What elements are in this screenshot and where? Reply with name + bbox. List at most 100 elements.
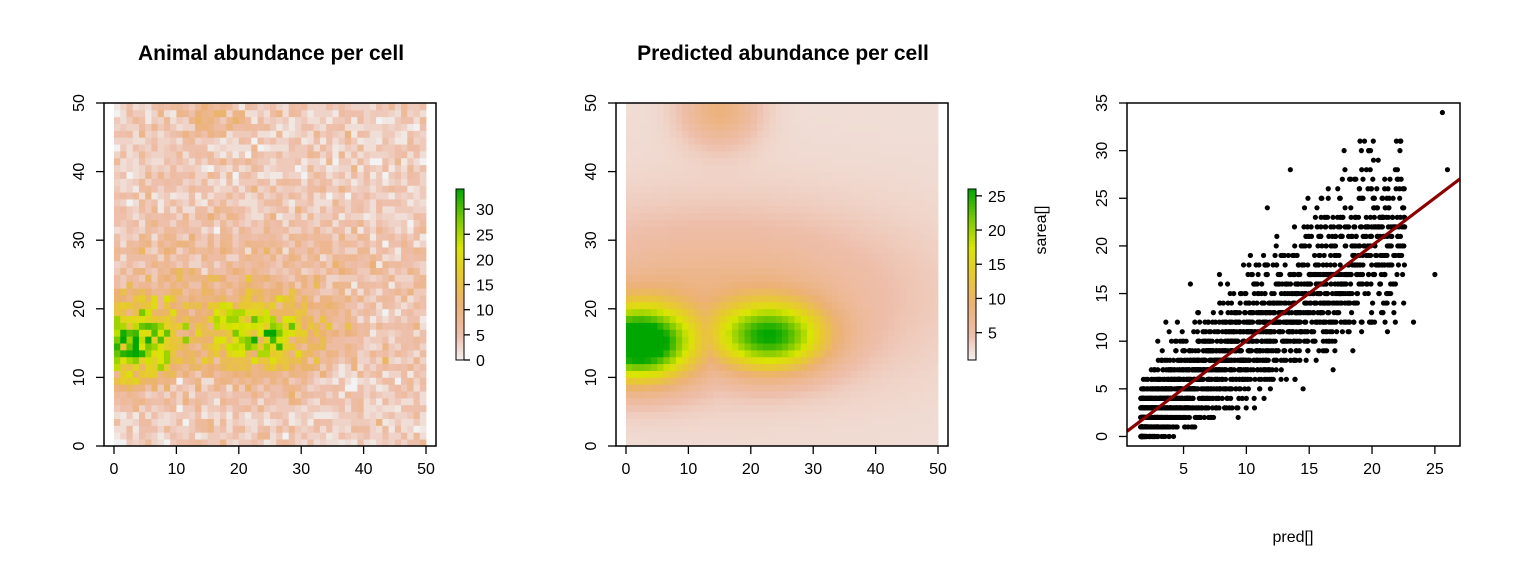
heatmap-cell xyxy=(888,301,895,310)
heatmap-cell xyxy=(794,308,802,317)
heatmap-cell xyxy=(413,343,421,351)
heatmap-cell xyxy=(838,212,845,221)
heatmap-cell xyxy=(900,226,908,234)
heatmap-cell xyxy=(763,349,770,358)
heatmap-cell xyxy=(163,178,171,186)
heatmap-cell xyxy=(363,226,371,234)
heatmap-cell xyxy=(282,157,290,166)
heatmap-cell xyxy=(725,411,733,419)
heatmap-cell xyxy=(251,226,258,234)
heatmap-cell xyxy=(188,219,196,227)
heatmap-cell xyxy=(632,295,639,303)
heatmap-cell xyxy=(313,301,321,310)
heatmap-cell xyxy=(245,432,252,440)
heatmap-cell xyxy=(113,418,121,426)
heatmap-cell xyxy=(913,343,920,351)
heatmap-cell xyxy=(351,137,358,145)
heatmap-cell xyxy=(657,404,664,413)
heatmap-cell xyxy=(376,240,383,248)
legend-swatch xyxy=(456,214,464,218)
heatmap-cell xyxy=(682,274,689,282)
heatmap-cell xyxy=(757,157,764,166)
heatmap-cell xyxy=(357,370,365,378)
heatmap-cell xyxy=(744,247,752,255)
heatmap-cell xyxy=(176,301,184,310)
heatmap-cell xyxy=(644,384,652,392)
heatmap-cell xyxy=(401,212,408,221)
heatmap-cell xyxy=(382,397,389,406)
heatmap-cell xyxy=(413,199,421,207)
heatmap-cell xyxy=(713,363,720,371)
heatmap-cell xyxy=(195,439,202,447)
heatmap-cell xyxy=(713,370,720,378)
heatmap-cell xyxy=(301,212,308,221)
heatmap-cell xyxy=(825,391,833,399)
heatmap-cell xyxy=(632,377,639,385)
heatmap-cell xyxy=(307,212,315,221)
heatmap-cell xyxy=(382,432,389,440)
heatmap-cell xyxy=(700,267,708,275)
heatmap-cell xyxy=(625,377,633,385)
heatmap-cell xyxy=(669,397,677,406)
heatmap-cell xyxy=(176,343,184,351)
heatmap-cell xyxy=(819,199,827,207)
heatmap-cell xyxy=(257,240,265,248)
heatmap-cell xyxy=(888,308,895,317)
heatmap-cell xyxy=(707,151,714,159)
heatmap-cell xyxy=(176,439,184,447)
heatmap-cell xyxy=(207,425,215,433)
heatmap-cell xyxy=(251,123,258,131)
heatmap-cell xyxy=(401,356,408,365)
heatmap-cell xyxy=(838,295,845,303)
heatmap-cell xyxy=(351,205,358,214)
heatmap-cell xyxy=(825,247,833,255)
heatmap-cell xyxy=(394,349,402,358)
heatmap-cell xyxy=(126,315,134,323)
heatmap-cell xyxy=(625,411,633,419)
heatmap-cell xyxy=(850,343,858,351)
heatmap-cell xyxy=(707,336,714,344)
heatmap-cell xyxy=(894,219,901,227)
heatmap-cell xyxy=(831,363,839,371)
heatmap-cell xyxy=(170,377,177,385)
heatmap-cell xyxy=(900,144,908,152)
heatmap-cell xyxy=(188,212,196,221)
heatmap-cell xyxy=(688,425,696,433)
heatmap-cell xyxy=(319,288,327,296)
heatmap-cell xyxy=(245,123,252,131)
heatmap-cell xyxy=(925,130,933,138)
heatmap-cell xyxy=(376,315,383,323)
heatmap-cell xyxy=(669,363,677,371)
heatmap-cell xyxy=(344,130,352,138)
heatmap-cell xyxy=(132,288,140,296)
heatmap-cell xyxy=(245,130,252,138)
heatmap-cell xyxy=(744,301,752,310)
heatmap-cell xyxy=(226,192,233,200)
heatmap-cell xyxy=(919,397,926,406)
heatmap-cell xyxy=(900,151,908,159)
heatmap-cell xyxy=(113,240,121,248)
heatmap-cell xyxy=(132,219,140,227)
heatmap-cell xyxy=(700,130,708,138)
heatmap-cell xyxy=(682,185,689,193)
heatmap-cell xyxy=(625,240,633,248)
heatmap-cell xyxy=(856,404,864,413)
heatmap-cell xyxy=(401,199,408,207)
heatmap-cell xyxy=(319,274,327,282)
heatmap-cell xyxy=(207,178,215,186)
heatmap-cell xyxy=(294,329,302,337)
heatmap-cell xyxy=(388,343,396,351)
heatmap-cell xyxy=(725,260,733,269)
heatmap-cell xyxy=(906,247,914,255)
heatmap-cell xyxy=(819,377,827,385)
heatmap-cell xyxy=(120,418,127,426)
heatmap-cell xyxy=(669,192,677,200)
heatmap-cell xyxy=(363,349,371,358)
heatmap-cell xyxy=(145,226,152,234)
heatmap-cell xyxy=(732,212,739,221)
heatmap-cell xyxy=(288,384,296,392)
heatmap-cell xyxy=(894,295,901,303)
heatmap-cell xyxy=(931,178,939,186)
heatmap-cell xyxy=(788,288,795,296)
heatmap-cell xyxy=(732,157,739,166)
